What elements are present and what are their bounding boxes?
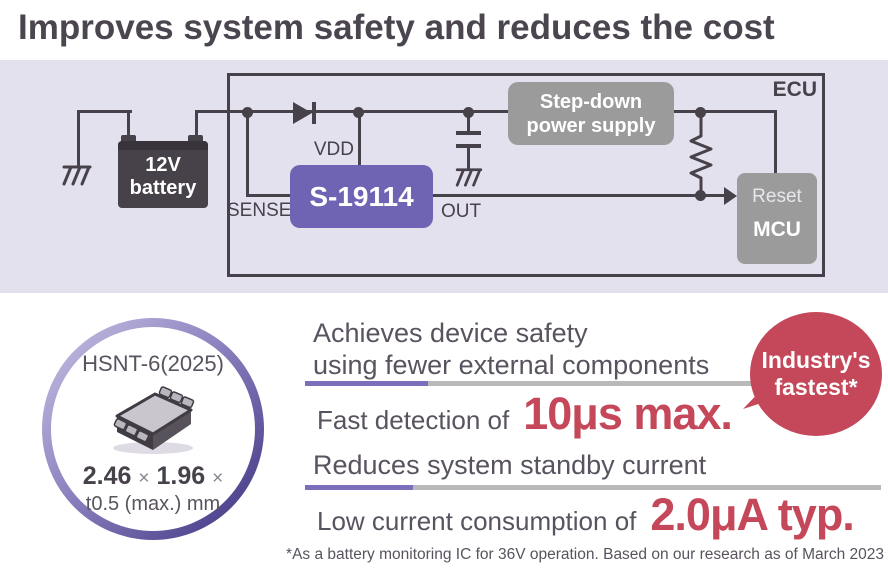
feature2-divider xyxy=(305,485,881,490)
dim-height: 1.96 xyxy=(156,462,206,490)
feature1-value-highlight: 10μs max. xyxy=(523,388,733,439)
wire-ground-drop xyxy=(77,110,80,168)
battery-label-line1: 12V xyxy=(145,154,181,176)
reset-arrow-icon xyxy=(724,187,737,205)
junction-dot xyxy=(242,107,253,118)
vdd-pin-label: VDD xyxy=(313,139,354,160)
feature2-value-prefix: Low current consumption of xyxy=(317,506,637,536)
feature1-title-line2: using fewer external components xyxy=(313,350,710,380)
junction-dot xyxy=(353,107,364,118)
resistor-icon xyxy=(689,112,713,197)
wire-battery-left-terminal xyxy=(127,110,130,142)
wire-sense-horizontal xyxy=(246,194,292,197)
feature1-title: Achieves device safety using fewer exter… xyxy=(313,317,709,381)
battery-terminal xyxy=(121,135,136,143)
diode-icon xyxy=(293,102,316,124)
battery-terminal xyxy=(188,135,203,143)
capacitor-plate-bottom xyxy=(456,144,481,148)
feature2-title-line1: Reduces system standby current xyxy=(313,450,707,480)
battery-label: 12V battery xyxy=(118,154,208,200)
badge-line2: fastest* xyxy=(774,374,858,400)
package-name: HSNT-6(2025) xyxy=(82,351,224,376)
battery-cap xyxy=(118,141,208,150)
wire-ground-to-battery xyxy=(77,110,132,113)
package-chip-image xyxy=(113,386,195,454)
stepdown-label-line2: power supply xyxy=(526,114,656,137)
wire-out-to-mcu xyxy=(433,194,725,197)
sense-pin-label: SENSE xyxy=(227,200,292,221)
footnote: *As a battery monitoring IC for 36V oper… xyxy=(286,546,884,563)
stepdown-label-line1: Step-down xyxy=(539,90,643,113)
feature2-value-highlight: 2.0μA typ. xyxy=(650,489,854,540)
wire-mcu-supply-drop xyxy=(774,110,777,175)
ground-symbol-icon xyxy=(455,168,483,187)
capacitor-plate-top xyxy=(456,131,481,135)
junction-dot xyxy=(463,107,474,118)
package-dimensions-line2: t0.5 (max.) mm xyxy=(85,493,221,515)
ic-s19114-label: S-19114 xyxy=(309,180,414,212)
industrys-fastest-badge: Industry's fastest* xyxy=(750,312,882,436)
stepdown-power-supply-box: Step-down power supply xyxy=(508,82,674,145)
package-info: HSNT-6(2025) 2.46 × 1.96 × t0.5 (max.) m… xyxy=(42,318,264,540)
wire-sense-vertical xyxy=(246,112,249,197)
mcu-box: Reset MCU xyxy=(737,173,817,264)
wire-battery-right-terminal xyxy=(195,110,198,142)
out-pin-label: OUT xyxy=(441,201,482,222)
wire-stepdown-to-mcu xyxy=(674,110,777,113)
ecu-label: ECU xyxy=(772,78,817,101)
wire-capacitor-bottom xyxy=(467,147,470,169)
ecu-outline-box xyxy=(227,73,825,277)
feature2-title: Reduces system standby current xyxy=(313,449,706,481)
feature1-value-prefix: Fast detection of xyxy=(317,405,510,435)
package-circle-ring xyxy=(42,318,264,540)
ic-s19114-box: S-19114 xyxy=(290,165,433,228)
dim-width: 2.46 xyxy=(82,462,132,490)
times-sign: × xyxy=(138,468,150,489)
feature1-value: Fast detection of 10μs max. xyxy=(317,388,733,440)
wire-main-supply xyxy=(195,110,508,113)
battery-body xyxy=(118,141,208,208)
badge-line1: Industry's xyxy=(761,347,871,373)
feature1-divider xyxy=(305,381,857,386)
mcu-label: MCU xyxy=(753,218,801,241)
times-sign: × xyxy=(212,468,224,489)
wire-capacitor-top xyxy=(467,112,470,132)
page-title: Improves system safety and reduces the c… xyxy=(18,8,775,47)
feature2-value: Low current consumption of 2.0μA typ. xyxy=(317,489,855,541)
battery-label-line2: battery xyxy=(129,177,197,199)
mcu-reset-label: Reset xyxy=(752,186,802,207)
ground-symbol-icon xyxy=(62,165,92,186)
wire-vdd xyxy=(358,112,361,166)
package-dimensions-line1: 2.46 × 1.96 × xyxy=(42,463,264,492)
feature1-title-line1: Achieves device safety xyxy=(313,318,588,348)
